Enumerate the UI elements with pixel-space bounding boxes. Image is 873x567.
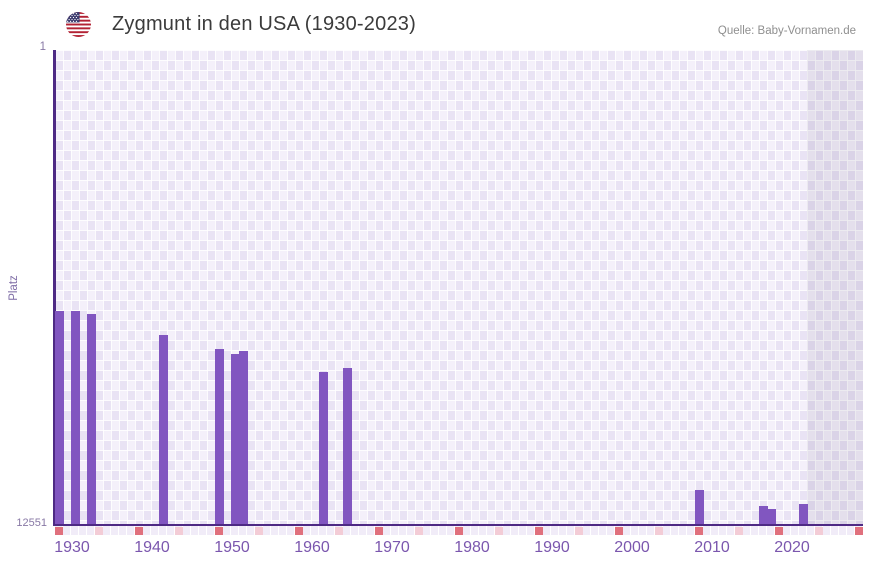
half-decade-tick-1945	[175, 527, 183, 535]
half-decade-tick-1965	[335, 527, 343, 535]
bar-1932[interactable]	[70, 310, 80, 524]
half-decade-tick-1995	[575, 527, 583, 535]
us-flag-icon	[66, 12, 91, 37]
x-axis-label-1980: 1980	[454, 539, 490, 556]
x-axis-label-2020: 2020	[774, 539, 810, 556]
bar-1943[interactable]	[158, 335, 168, 524]
decade-tick-1960	[295, 527, 303, 535]
decade-tick-2010	[695, 527, 703, 535]
x-axis-label-1990: 1990	[534, 539, 570, 556]
decade-tick-1970	[375, 527, 383, 535]
x-axis-label-1930: 1930	[54, 539, 90, 556]
x-axis-label-2010: 2010	[694, 539, 730, 556]
x-axis-label-1960: 1960	[294, 539, 330, 556]
bar-1966[interactable]	[342, 367, 352, 524]
decade-tick-1950	[215, 527, 223, 535]
source-credit: Quelle: Baby-Vornamen.de	[717, 25, 856, 37]
half-decade-tick-1935	[95, 527, 103, 535]
bar-2010[interactable]	[694, 489, 704, 524]
half-decade-tick-1955	[255, 527, 263, 535]
half-decade-tick-1975	[415, 527, 423, 535]
bar-1953[interactable]	[238, 350, 248, 524]
plot-area	[55, 50, 863, 524]
decade-tick-2020	[775, 527, 783, 535]
bar-1950[interactable]	[214, 349, 224, 524]
x-axis-label-1970: 1970	[374, 539, 410, 556]
decade-tick-1930	[55, 527, 63, 535]
x-axis-label-1950: 1950	[214, 539, 250, 556]
page-title: Zygmunt in den USA (1930-2023)	[112, 13, 416, 35]
bar-1934[interactable]	[86, 313, 96, 524]
future-no-data-band	[807, 50, 863, 524]
y-axis-line	[53, 50, 56, 526]
bar-1963[interactable]	[318, 372, 328, 524]
half-decade-tick-2005	[655, 527, 663, 535]
bar-2018[interactable]	[758, 506, 768, 524]
y-axis-bottom-tick-label: 12551	[16, 517, 47, 529]
x-axis-line	[53, 523, 863, 526]
decade-tick-1980	[455, 527, 463, 535]
bar-2023[interactable]	[798, 503, 808, 524]
half-decade-tick-2025	[815, 527, 823, 535]
bar-1930[interactable]	[54, 310, 64, 524]
decade-tick-1990	[535, 527, 543, 535]
half-decade-tick-2015	[735, 527, 743, 535]
x-axis-label-1940: 1940	[134, 539, 170, 556]
decade-tick-1940	[135, 527, 143, 535]
half-decade-tick-1985	[495, 527, 503, 535]
y-axis-title: Platz	[8, 275, 20, 301]
y-axis-top-tick-label: 1	[39, 41, 46, 53]
decade-tick-2000	[615, 527, 623, 535]
bar-1952[interactable]	[230, 354, 240, 524]
decade-tick-2030	[855, 527, 863, 535]
x-axis-label-2000: 2000	[614, 539, 650, 556]
bar-2019[interactable]	[766, 508, 776, 524]
